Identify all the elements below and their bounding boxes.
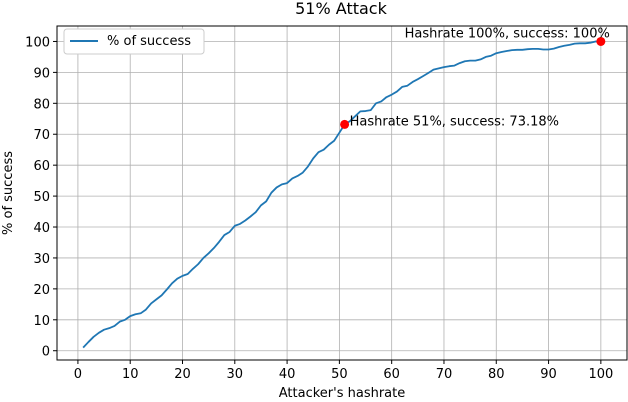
y-tick-label: 10: [33, 314, 50, 329]
y-tick-label: 100: [25, 35, 50, 50]
x-axis-label: Attacker's hashrate: [279, 386, 405, 401]
y-tick-label: 50: [33, 190, 50, 205]
x-tick-label: 90: [540, 367, 557, 382]
legend: % of success: [63, 28, 205, 55]
x-tick-label: 100: [588, 367, 613, 382]
axis-ticks: 0 10 20 30 40 50 60 70 80 90 100 0 10 20 30 40 50 60 70 80 9…: [25, 35, 613, 382]
x-tick-label: 0: [74, 367, 82, 382]
highlight-point: [340, 119, 350, 129]
y-tick-label: 60: [33, 159, 50, 174]
chart-title: 51% Attack: [295, 0, 387, 18]
x-tick-label: 10: [122, 367, 139, 382]
y-tick-label: 20: [33, 283, 50, 298]
point-annotation: Hashrate 100%, success: 100%: [405, 26, 610, 41]
y-tick-label: 0: [42, 345, 50, 360]
y-tick-label: 90: [33, 66, 50, 81]
grid: [57, 26, 627, 360]
point-annotation: Hashrate 51%, success: 73.18%: [350, 114, 559, 129]
x-tick-label: 50: [331, 367, 348, 382]
x-tick-label: 40: [279, 367, 296, 382]
y-tick-label: 70: [33, 128, 50, 143]
legend-label: % of success: [107, 34, 191, 49]
y-tick-label: 40: [33, 221, 50, 236]
plot-area-frame: [56, 25, 628, 361]
series-line: [82, 40, 601, 349]
highlight-points: Hashrate 51%, success: 73.18% Hashrate 10…: [340, 26, 610, 129]
x-tick-label: 30: [227, 367, 244, 382]
highlight-point: [596, 36, 606, 46]
x-tick-label: 70: [436, 367, 453, 382]
legend-box: [63, 28, 205, 55]
x-tick-label: 20: [174, 367, 191, 382]
y-tick-label: 80: [33, 97, 50, 112]
y-axis-label: % of success: [1, 151, 16, 235]
y-tick-label: 30: [33, 252, 50, 267]
x-tick-label: 60: [383, 367, 400, 382]
series-layer: [82, 40, 601, 349]
x-tick-label: 80: [488, 367, 505, 382]
